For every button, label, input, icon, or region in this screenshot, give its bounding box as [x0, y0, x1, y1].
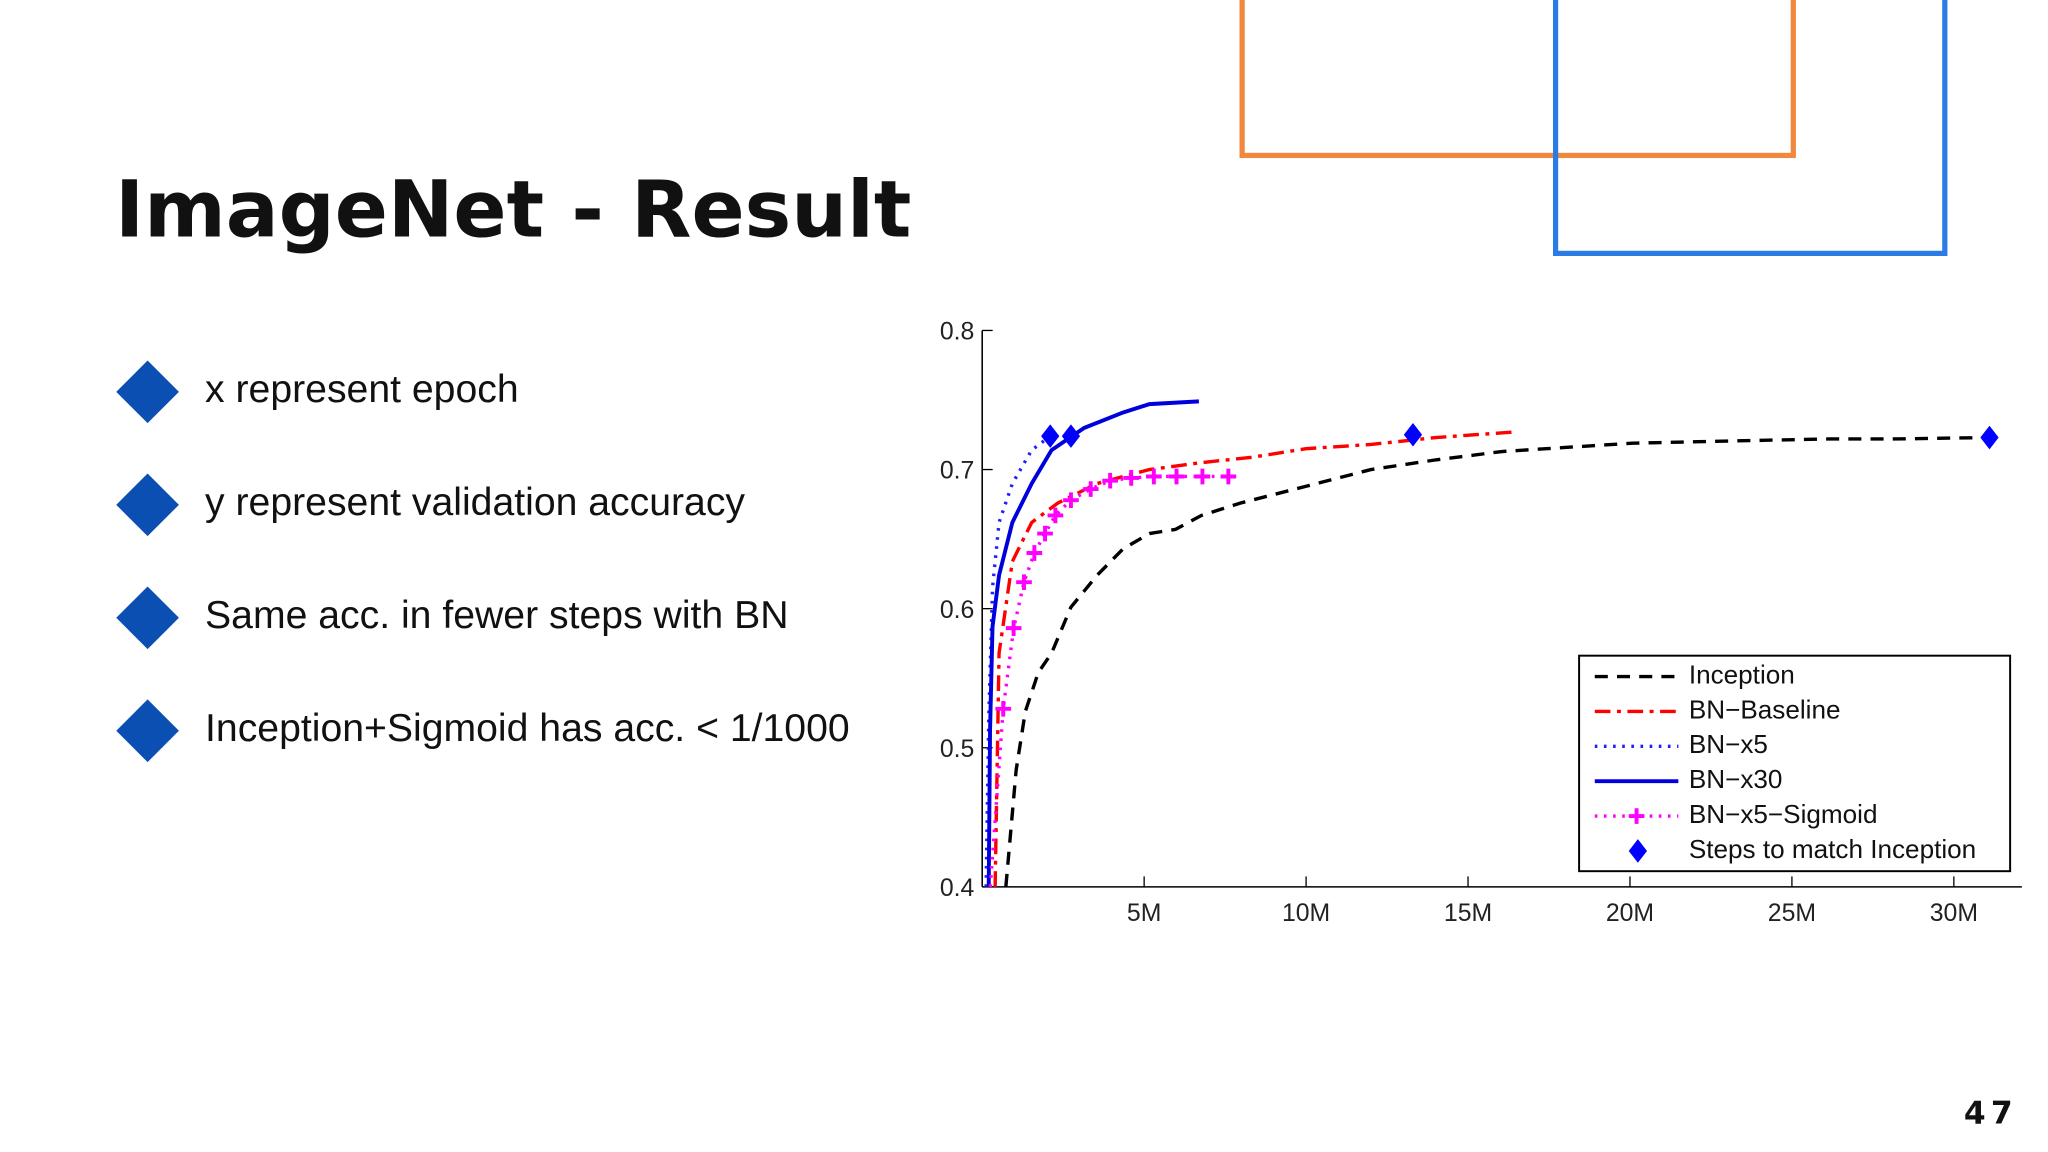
- plus-marker: [1168, 468, 1185, 485]
- deco-orange-frame: [1239, 0, 1796, 159]
- plus-marker: [1037, 525, 1053, 542]
- legend-label: BN−x5−Sigmoid: [1689, 799, 1878, 829]
- legend-label: Steps to match Inception: [1689, 834, 1976, 864]
- series-line: [1004, 435, 1987, 888]
- y-tick-label: 0.7: [940, 458, 974, 485]
- deco-blue-frame: [1552, 0, 1948, 256]
- legend-label: BN−x5: [1689, 729, 1768, 759]
- plus-marker: [1047, 507, 1064, 524]
- x-tick-label: 15M: [1444, 900, 1492, 927]
- diamond-marker: [1628, 839, 1648, 863]
- bullet-diamond: [116, 473, 179, 537]
- plus-marker: [1005, 620, 1022, 636]
- plus-marker: [1194, 468, 1211, 485]
- bullet-text: x represent epoch: [205, 368, 519, 411]
- plus-marker: [1016, 574, 1032, 591]
- series-line: [993, 430, 1516, 887]
- x-tick-label: 25M: [1768, 900, 1816, 927]
- diamond-marker: [1403, 423, 1423, 447]
- legend-plus: [1628, 808, 1645, 824]
- diamond-marker: [1041, 424, 1060, 448]
- plus-marker: [1220, 468, 1237, 485]
- bullet-diamond: [116, 699, 179, 763]
- y-tick-label: 0.4: [940, 875, 975, 902]
- y-tick-label: 0.6: [940, 597, 974, 624]
- x-tick-label: 10M: [1282, 900, 1330, 927]
- plus-marker: [1082, 481, 1099, 497]
- plus-marker: [1102, 472, 1118, 489]
- y-tick-label: 0.5: [940, 736, 974, 763]
- legend-label: Inception: [1689, 659, 1795, 689]
- legend-label: BN−Baseline: [1689, 694, 1841, 724]
- x-tick-label: 30M: [1930, 900, 1978, 927]
- bullet-text: y represent validation accuracy: [205, 481, 745, 524]
- bullet-diamond: [116, 360, 179, 424]
- plus-marker: [1063, 492, 1079, 508]
- plus-marker: [995, 700, 1012, 717]
- plus-marker: [1123, 470, 1140, 486]
- plus-marker: [1026, 545, 1043, 561]
- plus-marker: [1146, 468, 1162, 485]
- diamond-marker: [1980, 425, 1999, 450]
- x-tick-label: 5M: [1127, 900, 1161, 927]
- series-line: [986, 399, 1199, 887]
- x-tick-label: 20M: [1606, 900, 1654, 927]
- bullet-text: Inception+Sigmoid has acc. < 1/1000: [205, 707, 850, 750]
- bullet-text: Same acc. in fewer steps with BN: [205, 594, 788, 637]
- bullet-list: x represent epoch y represent validation …: [116, 360, 850, 763]
- diamond-marker: [1061, 424, 1081, 448]
- y-tick-label: 0.8: [940, 319, 974, 346]
- legend-box: [1578, 654, 2012, 873]
- slide-title: ImageNet - Result: [115, 164, 911, 255]
- page-number: 47: [1964, 1095, 2018, 1131]
- legend-label: BN−x30: [1689, 764, 1783, 794]
- chart: 0.4 0.5 0.6 0.7 0.8 5M 10M 15M 20M 25M 30M Inceptio…: [940, 319, 2022, 927]
